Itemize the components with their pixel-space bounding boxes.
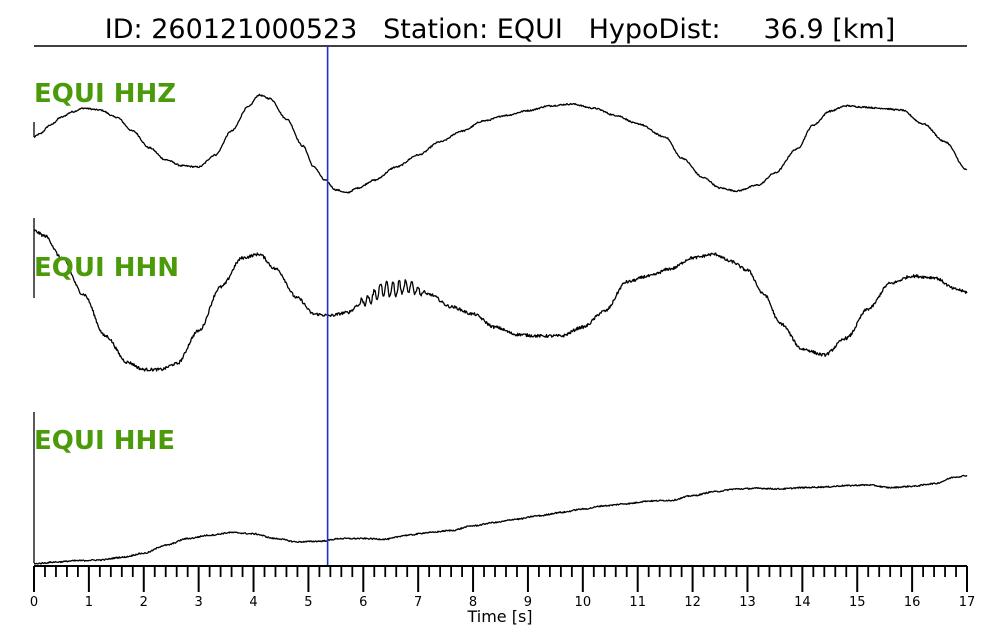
waveform-trace-1 — [33, 93, 968, 194]
trace-group — [33, 93, 968, 565]
trace-label-3: EQUI HHE — [34, 426, 175, 456]
tick-label: 3 — [195, 595, 203, 610]
title-dist-label: HypoDist: — [589, 14, 721, 45]
tick-label: 4 — [249, 595, 257, 610]
tick-label: 10 — [575, 595, 592, 610]
title-station-label: Station: — [383, 14, 488, 45]
tick-label: 16 — [904, 595, 921, 610]
tick-label: 15 — [849, 595, 866, 610]
time-axis-ticks — [33, 566, 968, 592]
tick-label: 1 — [85, 595, 93, 610]
waveform-trace-2 — [33, 229, 968, 372]
trace-label-1: EQUI HHZ — [34, 79, 176, 109]
x-axis-label: Time [s] — [466, 607, 532, 626]
trace-label-group: EQUI HHZ EQUI HHN EQUI HHE — [34, 79, 179, 456]
title-id-label: ID: — [105, 14, 143, 45]
tick-label: 7 — [414, 595, 422, 610]
tick-label: 11 — [629, 595, 646, 610]
waveform-trace-3 — [33, 474, 968, 565]
trace-label-2: EQUI HHN — [34, 253, 179, 283]
tick-label: 12 — [684, 595, 701, 610]
title-dist-value: 36.9 — [764, 14, 824, 45]
title-station-value: EQUI — [497, 14, 563, 45]
tick-label: 5 — [304, 595, 312, 610]
figure-title: ID: 260121000523 Station: EQUI HypoDist:… — [105, 14, 895, 45]
tick-label: 8 — [469, 595, 477, 610]
tick-label: 14 — [794, 595, 811, 610]
tick-label: 13 — [739, 595, 756, 610]
tick-label: 0 — [30, 595, 38, 610]
tick-label: 9 — [524, 595, 532, 610]
time-axis-tick-labels: 0 1 2 3 4 5 6 7 8 9 10 11 12 13 14 15 16 17 — [30, 595, 975, 610]
tick-label: 2 — [140, 595, 148, 610]
tick-label: 17 — [959, 595, 976, 610]
title-id-value: 260121000523 — [151, 14, 357, 45]
tick-label: 6 — [359, 595, 367, 610]
title-dist-unit: [km] — [832, 14, 895, 45]
